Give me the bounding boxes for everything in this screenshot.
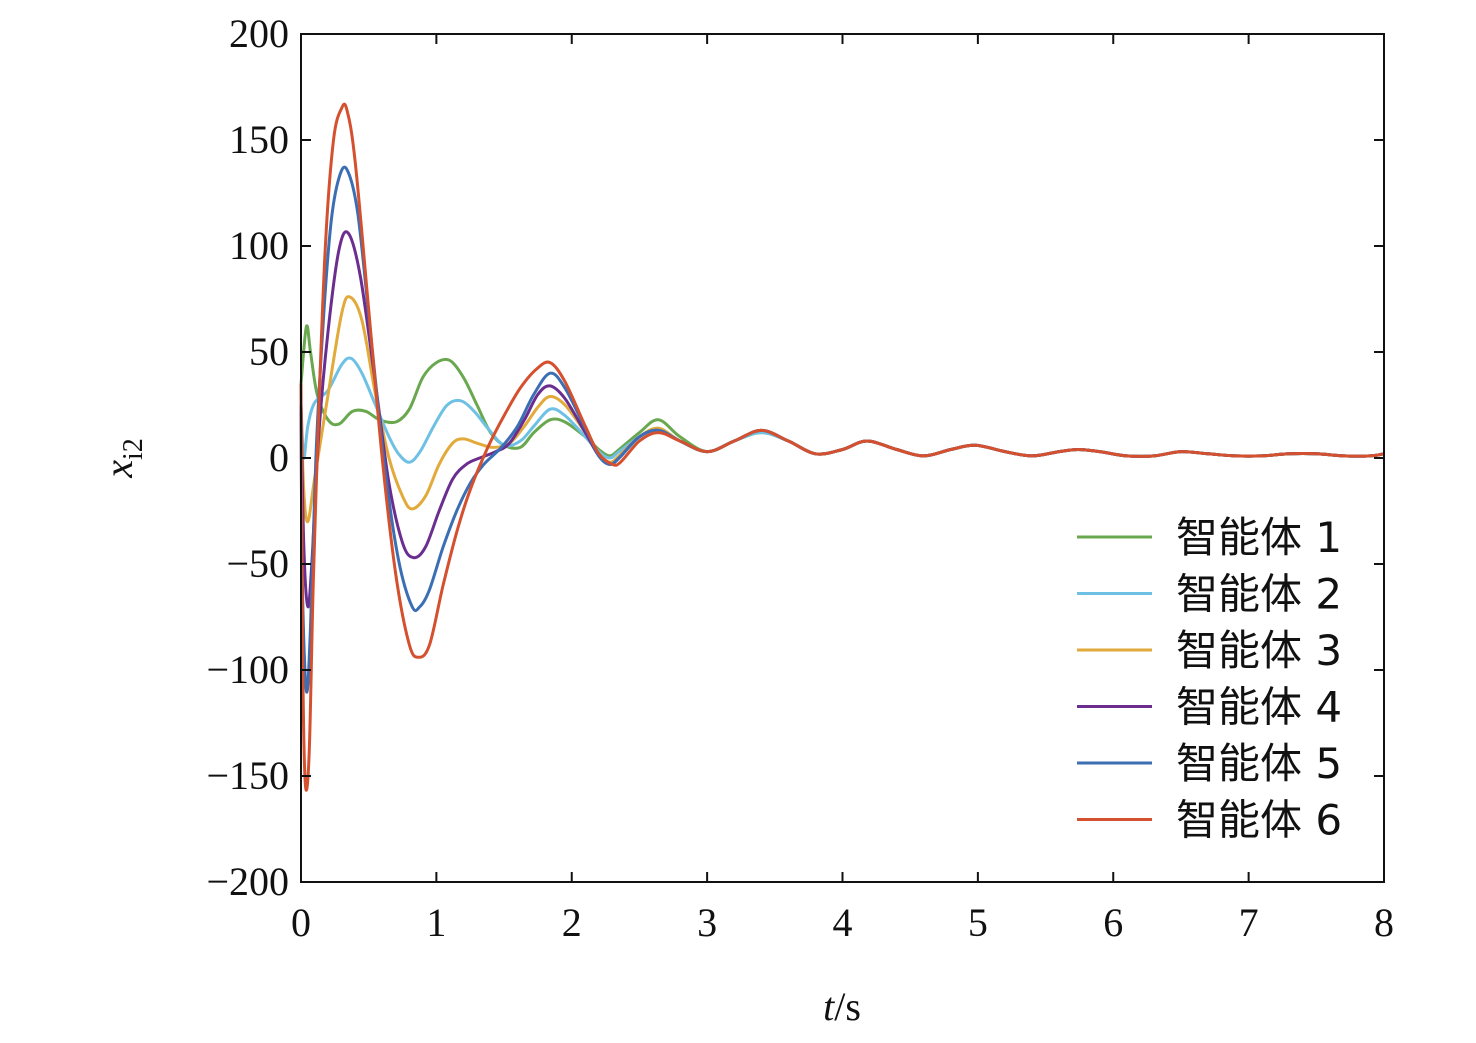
legend: 智能体 1 智能体 2 智能体 3 智能体 4 智能体 5 智能体 6 bbox=[1077, 513, 1342, 845]
series-line-6 bbox=[299, 102, 1385, 792]
y-tick-label-1: 150 bbox=[229, 117, 289, 162]
x-tick-label-1: 1 bbox=[426, 900, 446, 945]
legend-label-5: 智能体 5 bbox=[1176, 739, 1342, 788]
x-tick-label-4: 4 bbox=[833, 900, 853, 945]
x-axis-var: t bbox=[823, 984, 835, 1029]
legend-label-3: 智能体 3 bbox=[1176, 626, 1342, 675]
y-tick-label-6: −100 bbox=[206, 647, 289, 692]
x-tick-label-6: 6 bbox=[1103, 900, 1123, 945]
x-axis-title: t/s bbox=[823, 984, 861, 1029]
ticks-layer bbox=[300, 33, 1385, 883]
series-layer bbox=[299, 102, 1385, 792]
y-axis-sub: i2 bbox=[118, 438, 149, 460]
y-tick-label-8: −200 bbox=[206, 859, 289, 904]
legend-label-2: 智能体 2 bbox=[1176, 570, 1342, 619]
x-tick-label-2: 2 bbox=[562, 900, 582, 945]
y-tick-label-0: 200 bbox=[229, 11, 289, 56]
x-tick-label-5: 5 bbox=[968, 900, 988, 945]
legend-label-4: 智能体 4 bbox=[1176, 683, 1342, 732]
tick-labels-layer: 0 1 2 3 4 5 6 7 8 200 150 100 50 0 −50 −100 −150 −200 bbox=[206, 11, 1394, 945]
y-tick-label-2: 100 bbox=[229, 223, 289, 268]
y-tick-label-5: −50 bbox=[226, 541, 289, 586]
series-line-1 bbox=[299, 324, 1385, 458]
x-tick-label-7: 7 bbox=[1239, 900, 1259, 945]
y-tick-label-4: 0 bbox=[269, 435, 289, 480]
y-axis-title: xi2 bbox=[96, 438, 149, 479]
x-tick-label-3: 3 bbox=[697, 900, 717, 945]
series-line-2 bbox=[299, 356, 1385, 464]
x-axis-unit: /s bbox=[834, 984, 861, 1029]
x-tick-label-0: 0 bbox=[291, 900, 311, 945]
legend-label-1: 智能体 1 bbox=[1176, 513, 1342, 562]
y-tick-label-7: −150 bbox=[206, 753, 289, 798]
x-tick-label-8: 8 bbox=[1374, 900, 1394, 945]
legend-label-6: 智能体 6 bbox=[1176, 796, 1342, 845]
y-axis-var: x bbox=[96, 460, 141, 479]
series-line-3 bbox=[299, 295, 1385, 524]
y-tick-label-3: 50 bbox=[249, 329, 289, 374]
